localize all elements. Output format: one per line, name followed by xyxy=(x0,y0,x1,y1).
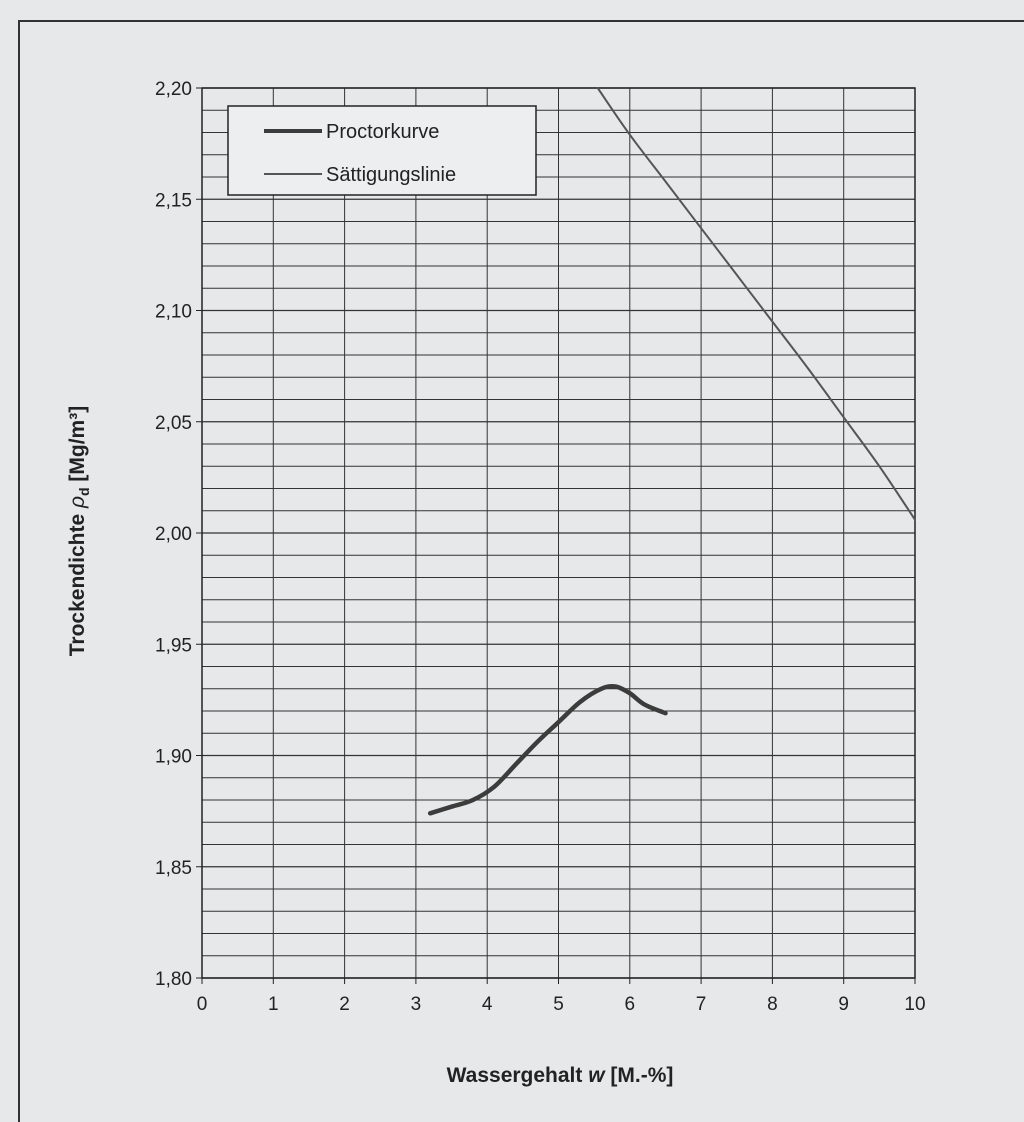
series-line-proctorkurve xyxy=(427,683,668,816)
y-axis: 1,80 1,85 1,90 1,95 2,00 2,05 2,10 2,15 2,20 xyxy=(155,79,202,990)
y-axis-title-sub: d xyxy=(76,487,92,496)
x-tick-label: 5 xyxy=(553,994,564,1015)
series-line-saettigungslinie xyxy=(596,87,916,521)
series-group xyxy=(427,87,916,816)
x-tick-label: 1 xyxy=(268,994,279,1015)
y-axis-title-main: Trockendichte xyxy=(66,508,89,656)
y-axis-title-unit: [Mg/m³] xyxy=(66,406,89,488)
legend-label-proctorkurve: Proctorkurve xyxy=(326,121,439,143)
x-tick-label: 2 xyxy=(339,994,350,1015)
legend-box xyxy=(227,105,537,196)
y-tick-label: 1,85 xyxy=(155,858,192,879)
grid xyxy=(201,87,916,979)
y-tick-label: 2,20 xyxy=(155,79,192,100)
x-axis-title-main: Wassergehalt xyxy=(447,1064,589,1087)
y-tick-label: 1,80 xyxy=(155,969,192,990)
x-tick-label: 6 xyxy=(625,994,636,1015)
legend: Proctorkurve Sättigungslinie xyxy=(227,105,537,196)
x-axis-title-unit: [M.-%] xyxy=(605,1064,674,1087)
y-tick-label: 2,00 xyxy=(155,524,192,545)
y-tick-label: 2,05 xyxy=(155,413,192,434)
x-axis-title-var: w xyxy=(588,1064,606,1087)
x-tick-label: 0 xyxy=(197,994,208,1015)
x-axis: 0 1 2 3 4 5 6 7 8 9 10 xyxy=(197,978,926,1015)
y-axis-title-var: ρ xyxy=(66,496,89,509)
x-tick-label: 10 xyxy=(904,994,925,1015)
y-axis-title: Trockendichte ρd [Mg/m³] xyxy=(66,406,92,656)
legend-label-saettigungslinie: Sättigungslinie xyxy=(326,164,456,186)
x-tick-label: 8 xyxy=(767,994,778,1015)
y-tick-label: 1,90 xyxy=(155,747,192,768)
chart-frame xyxy=(18,20,1024,1122)
x-tick-label: 7 xyxy=(696,994,707,1015)
y-tick-label: 1,95 xyxy=(155,635,192,656)
x-axis-title: Wassergehalt w [M.-%] xyxy=(447,1064,674,1087)
x-tick-label: 3 xyxy=(411,994,422,1015)
x-tick-label: 4 xyxy=(482,994,493,1015)
x-tick-label: 9 xyxy=(838,994,849,1015)
y-tick-label: 2,10 xyxy=(155,302,192,323)
y-tick-label: 2,15 xyxy=(155,190,192,211)
